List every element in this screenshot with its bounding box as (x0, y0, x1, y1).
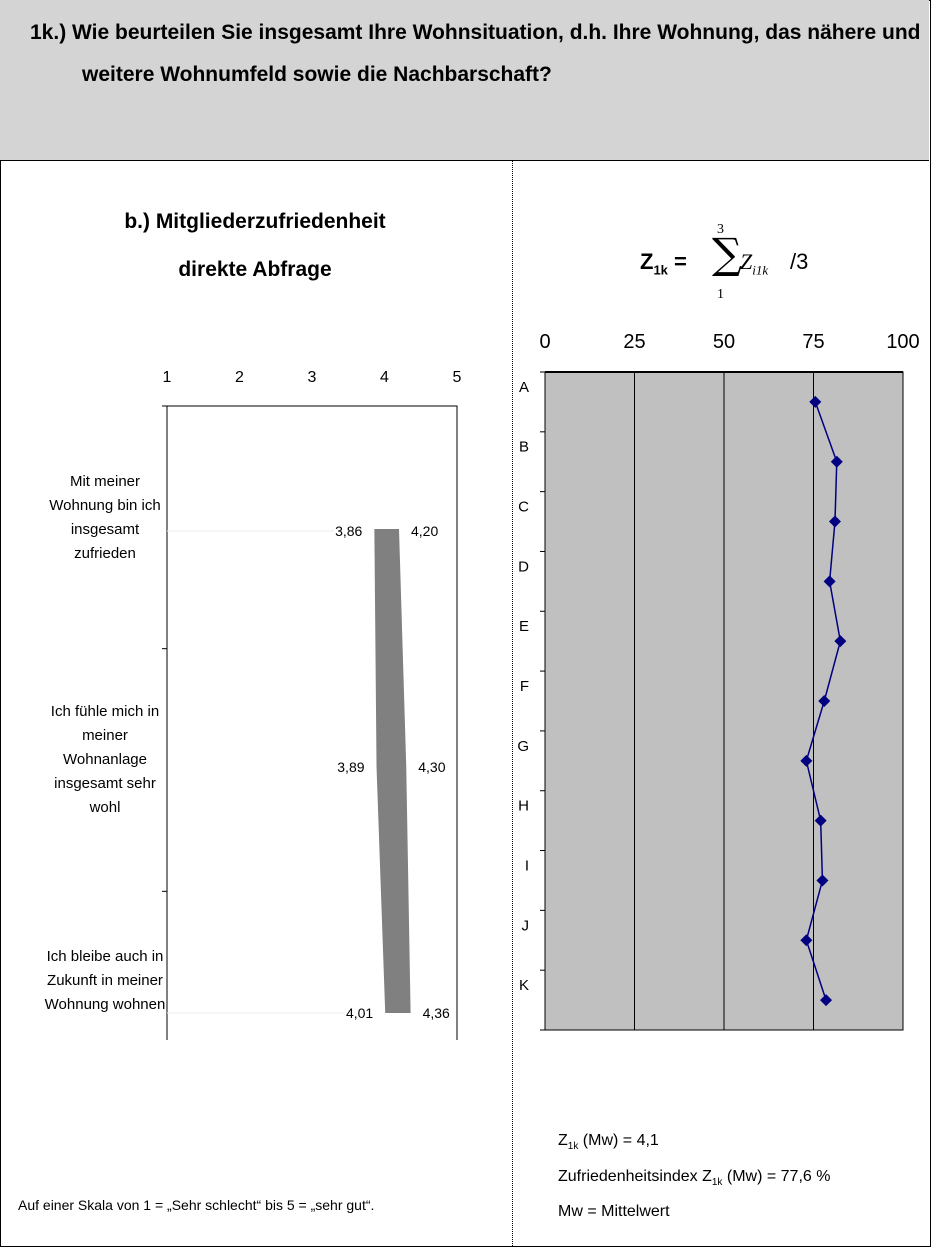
x-tick-label: 2 (235, 369, 244, 386)
index-line-chart: 0 25 50 75 100 A B C D E F G H I J K (517, 331, 920, 1031)
sum-symbol: ∑ (712, 229, 742, 278)
subtitle-line2: direkte Abfrage (178, 258, 332, 281)
question-title: 1k.) Wie beurteilen Sie insgesamt Ihre W… (30, 21, 921, 86)
data-point (814, 814, 827, 827)
category-label: Ich fühle mich in meiner Wohnanlage insg… (50, 703, 160, 816)
x-tick-label: 50 (713, 331, 735, 353)
data-point (834, 635, 847, 648)
sum-upper-limit: 3 (717, 222, 724, 237)
y-category-label: H (518, 798, 529, 815)
question-header: 1k.) Wie beurteilen Sie insgesamt Ihre W… (0, 0, 929, 161)
y-category-label: B (519, 439, 529, 456)
data-point (800, 754, 813, 767)
index-stat: Zufriedenheitsindex Z1k (Mw) = 77,6 % (558, 1168, 831, 1189)
x-tick-label: 1 (163, 369, 172, 386)
x-tick-label: 100 (886, 331, 919, 353)
x-tick-label: 0 (539, 331, 550, 353)
column-divider (512, 161, 513, 1246)
data-point (823, 575, 836, 588)
x-tick-label: 5 (453, 369, 462, 386)
formula-divisor: /3 (790, 249, 809, 274)
plot-area (166, 405, 458, 1040)
data-point (830, 455, 843, 468)
y-category-label: I (525, 857, 529, 874)
y-category-label: A (519, 379, 529, 396)
data-point (828, 515, 841, 528)
data-point (820, 994, 833, 1007)
scale-footnote: Auf einer Skala von 1 = „Sehr schlecht“ … (18, 1197, 375, 1213)
y-category-label: J (522, 917, 530, 934)
y-category-label: G (517, 738, 529, 755)
formula-lhs: Z1k = (640, 249, 687, 278)
low-value-label: 3,89 (337, 759, 364, 775)
data-point (800, 934, 813, 947)
x-tick-label: 25 (623, 331, 645, 353)
y-category-label: F (520, 678, 529, 695)
sum-term: Zi1k (740, 249, 769, 278)
high-value-label: 4,36 (423, 1005, 450, 1021)
high-value-label: 4,30 (418, 759, 445, 775)
x-tick-label: 3 (308, 369, 317, 386)
high-value-label: 4,20 (411, 523, 438, 539)
mw-legend: Mw = Mittelwert (558, 1203, 670, 1220)
data-point (816, 874, 829, 887)
y-category-label: C (518, 499, 529, 516)
data-point (818, 695, 831, 707)
y-category-label: E (519, 618, 529, 635)
subtitle-line1: b.) Mitgliederzufriedenheit (124, 210, 386, 233)
x-tick-label: 75 (802, 331, 824, 353)
sum-lower-limit: 1 (717, 287, 724, 302)
x-tick-label: 4 (380, 369, 389, 386)
category-label: Ich bleibe auch in Zukunft in meiner Woh… (44, 948, 166, 1013)
range-band (374, 529, 411, 1013)
range-bar-chart: 1 2 3 4 5 3,86 3,89 4,01 4,20 4,30 4,36 (162, 369, 462, 1040)
z-mean-stat: Z1k (Mw) = 4,1 (558, 1132, 659, 1153)
low-value-label: 3,86 (335, 523, 362, 539)
y-category-label: D (518, 558, 529, 575)
low-value-label: 4,01 (346, 1005, 373, 1021)
formula: Z1k = ∑ 3 1 Zi1k /3 (640, 195, 860, 310)
y-category-label: K (519, 977, 529, 994)
category-label: Mit meiner Wohnung bin ich insgesamt zuf… (49, 473, 161, 562)
data-point (809, 395, 822, 408)
